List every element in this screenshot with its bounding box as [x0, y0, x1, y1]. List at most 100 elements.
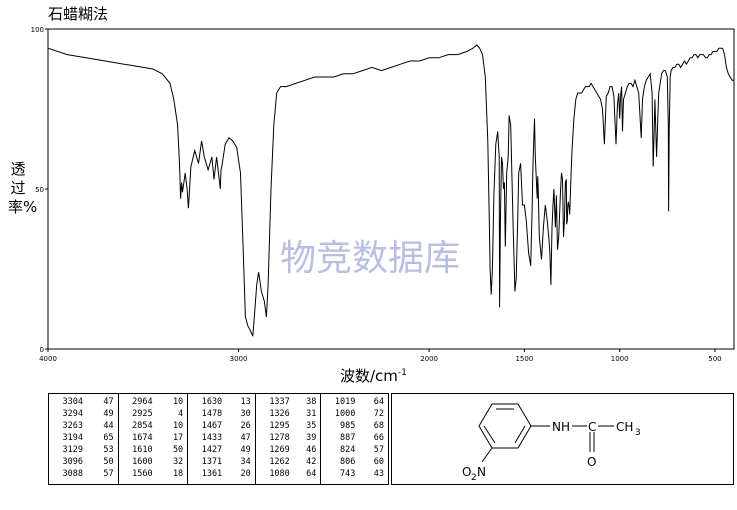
peak-wavenumber: 1361	[201, 469, 223, 479]
peak-wavenumber: 806	[340, 457, 356, 467]
peak-wavenumber: 1630	[201, 397, 223, 407]
x-tick-label: 1500	[515, 355, 533, 363]
peak-transmittance: 31	[306, 409, 317, 419]
peak-wavenumber: 1262	[269, 457, 290, 467]
peak-wavenumber: 1019	[334, 397, 356, 407]
peak-row: 3096 50	[53, 456, 114, 468]
peak-wavenumber: 3304	[62, 397, 83, 407]
peak-row: 1019 64	[325, 396, 384, 408]
peak-row: 1630 13	[192, 396, 251, 408]
peak-row: 1361 20	[192, 468, 251, 480]
carbonyl-c-label: C	[588, 420, 596, 434]
peak-wavenumber: 2925	[132, 409, 153, 419]
peak-column: 2964 10 2925 4 2854 10 1674 17 1610 50 1600 32 1560 1…	[119, 394, 189, 484]
peak-row: 1000 72	[325, 408, 384, 420]
structure-panel: NH C CH 3 O O 2 N	[391, 393, 734, 485]
peak-transmittance: 39	[306, 433, 317, 443]
y-tick-label: 0	[40, 346, 44, 354]
structure-diagram: NH C CH 3 O O 2 N	[462, 403, 641, 483]
peak-wavenumber: 2964	[132, 397, 153, 407]
x-tick-label: 500	[708, 355, 721, 363]
peak-row: 1674 17	[123, 432, 184, 444]
peak-row: 3304 47	[53, 396, 114, 408]
peak-wavenumber: 1467	[201, 421, 223, 431]
peak-column: 1019 64 1000 72 985 68 887 66 824 57 806 60 743 43	[321, 394, 388, 484]
peak-row: 824 57	[325, 444, 384, 456]
peak-row: 1262 42	[260, 456, 317, 468]
peak-row: 1600 32	[123, 456, 183, 468]
peak-transmittance: 35	[306, 421, 317, 431]
x-axis-label: 波数/cm-1	[340, 365, 407, 386]
peak-column: 1630 13 1478 30 1467 26 1433 47 1427 49 1371 34 1361…	[188, 394, 256, 484]
peak-transmittance: 10	[172, 421, 184, 431]
peak-transmittance: 46	[306, 445, 317, 455]
peak-row: 1080 64	[260, 468, 317, 480]
peak-wavenumber: 985	[340, 421, 356, 431]
peak-transmittance: 26	[240, 421, 251, 431]
peak-transmittance: 64	[306, 469, 317, 479]
peak-wavenumber: 1600	[132, 457, 153, 467]
peak-row: 1433 47	[192, 432, 251, 444]
x-tick-label: 4000	[39, 355, 57, 363]
peak-row: 743 43	[325, 468, 384, 480]
peak-transmittance: 65	[103, 433, 114, 443]
peak-wavenumber: 1269	[269, 445, 290, 455]
peak-wavenumber: 887	[340, 433, 356, 443]
peak-transmittance: 17	[172, 433, 184, 443]
peak-wavenumber: 3263	[62, 421, 83, 431]
peak-transmittance: 50	[103, 457, 114, 467]
peak-row: 2854 10	[123, 420, 184, 432]
peak-row: 1337 38	[260, 396, 316, 408]
peak-row: 1371 34	[192, 456, 251, 468]
peak-wavenumber: 3096	[62, 457, 83, 467]
peak-row: 2925 4	[123, 408, 184, 420]
peak-row: 985 68	[325, 420, 384, 432]
peak-wavenumber: 1278	[269, 433, 290, 443]
peak-column: 1337 38 1326 31 1295 35 1278 39 1269 46 1262 42 1080…	[256, 394, 322, 484]
peak-row: 1278 39	[260, 432, 317, 444]
peak-transmittance: 64	[373, 397, 385, 407]
peak-row: 3263 44	[53, 420, 114, 432]
peak-wavenumber: 1560	[132, 469, 153, 479]
peak-row: 1467 26	[192, 420, 251, 432]
nitro-subscript: 2	[471, 473, 477, 483]
nh-label: NH	[552, 420, 570, 434]
peak-row: 3194 65	[53, 432, 114, 444]
x-axis-label-sup: -1	[397, 368, 407, 378]
peak-transmittance: 53	[103, 445, 114, 455]
peak-wavenumber: 1326	[269, 409, 290, 419]
peak-transmittance: 50	[172, 445, 184, 455]
peak-wavenumber: 743	[340, 469, 356, 479]
peak-wavenumber: 1433	[201, 433, 223, 443]
y-ticks: 100 50 0	[31, 26, 48, 354]
peak-wavenumber: 1295	[269, 421, 290, 431]
peak-transmittance: 60	[373, 457, 385, 467]
peak-row: 887 66	[325, 432, 384, 444]
peak-wavenumber: 3194	[62, 433, 83, 443]
peak-row: 1610 50	[123, 444, 184, 456]
peak-wavenumber: 3129	[62, 445, 83, 455]
y-tick-label: 50	[35, 186, 44, 194]
peak-transmittance: 68	[373, 421, 385, 431]
peak-transmittance: 10	[172, 397, 184, 407]
peak-transmittance: 34	[240, 457, 251, 467]
x-axis-label-text: 波数/cm	[340, 367, 398, 385]
nitro-n-label: N	[477, 465, 486, 479]
peak-transmittance: 4	[178, 409, 184, 419]
peak-transmittance: 20	[240, 469, 251, 479]
peak-row: 1326 31	[260, 408, 317, 420]
peak-transmittance: 49	[103, 409, 114, 419]
peak-row: 1478 30	[192, 408, 251, 420]
peak-transmittance: 42	[306, 457, 317, 467]
peak-row: 1269 46	[260, 444, 317, 456]
peak-column: 3304 47 3294 49 3263 44 3194 65 3129 53 3096 50 3088…	[49, 394, 119, 484]
peak-wavenumber: 1610	[132, 445, 153, 455]
peak-row: 2964 10	[123, 396, 184, 408]
methyl-subscript: 3	[635, 428, 641, 438]
peak-wavenumber: 1080	[269, 469, 290, 479]
x-tick-label: 1000	[611, 355, 629, 363]
plot-frame	[47, 28, 735, 350]
method-label: 石蜡糊法	[48, 5, 109, 23]
nitro-o-label: O	[462, 465, 471, 479]
